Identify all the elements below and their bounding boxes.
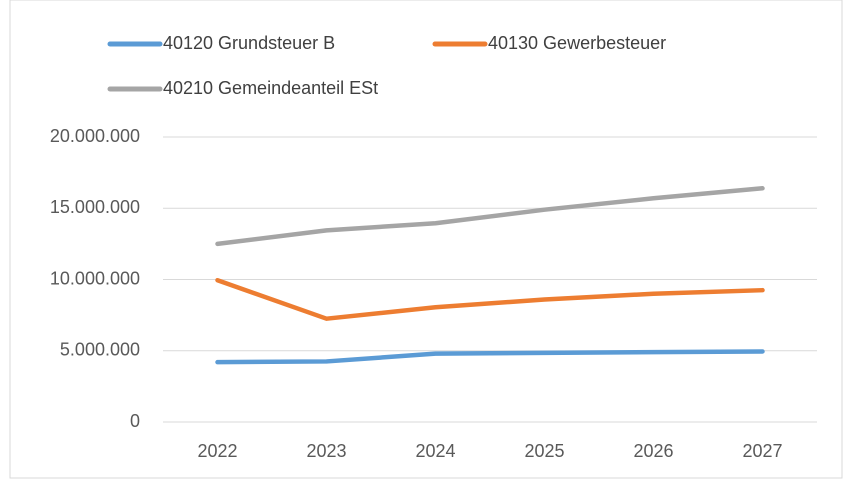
series-line <box>215 186 765 247</box>
x-tick-label: 2026 <box>633 441 673 461</box>
y-tick-label: 20.000.000 <box>50 126 140 146</box>
y-tick-label: 5.000.000 <box>60 340 140 360</box>
chart-frame <box>9 0 843 479</box>
series-line <box>215 349 765 365</box>
x-tick-label: 2024 <box>415 441 455 461</box>
legend-text: 40130 Gewerbesteuer <box>488 33 666 53</box>
legend-text: 40120 Grundsteuer B <box>163 33 335 53</box>
x-tick-label: 2027 <box>742 441 782 461</box>
x-tick-label: 2023 <box>306 441 346 461</box>
y-tick-label: 15.000.000 <box>50 197 140 217</box>
y-tick-label: 0 <box>130 411 140 431</box>
y-tick-label: 10.000.000 <box>50 268 140 288</box>
series-line <box>215 277 765 321</box>
x-tick-label: 2025 <box>524 441 564 461</box>
x-tick-label: 2022 <box>197 441 237 461</box>
legend-text: 40210 Gemeindeanteil ESt <box>163 78 378 98</box>
